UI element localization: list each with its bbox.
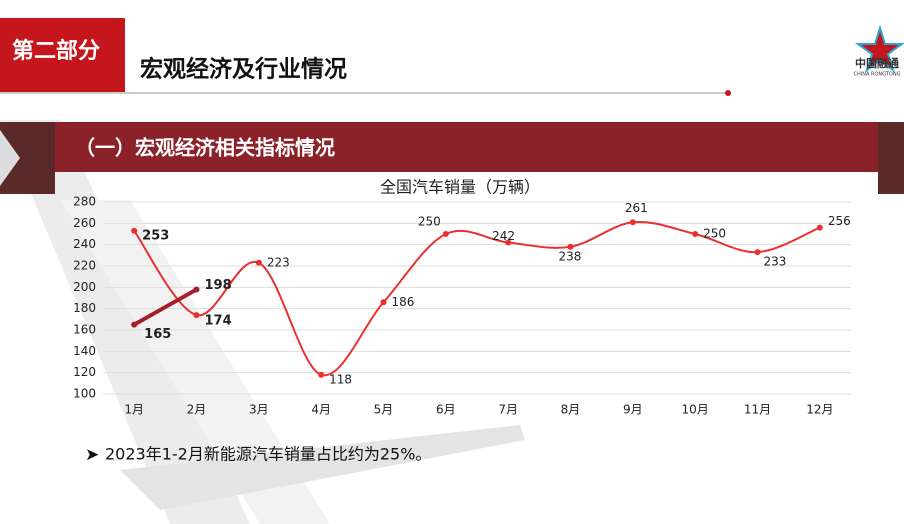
data-label: 256 <box>828 214 851 228</box>
x-tick-label: 9月 <box>623 403 643 417</box>
x-tick-label: 12月 <box>806 403 833 417</box>
y-tick-label: 100 <box>73 387 96 401</box>
logo-subtext: CHINA RONGTONG <box>854 72 901 78</box>
note: 2023年1-2月新能源汽车销量占比约为25%。 <box>105 445 431 464</box>
data-label: 242 <box>492 229 515 243</box>
banner <box>55 122 885 172</box>
series-line <box>133 287 198 327</box>
chart-title: 全国汽车销量（万辆） <box>380 178 540 197</box>
x-tick-label: 8月 <box>561 403 581 417</box>
data-label: 118 <box>329 372 352 386</box>
data-label: 238 <box>559 249 582 263</box>
banner-side <box>878 122 904 194</box>
data-point <box>318 371 325 378</box>
y-tick-label: 260 <box>73 216 96 230</box>
data-label: 165 <box>144 327 171 342</box>
data-label: 253 <box>142 228 169 243</box>
data-point <box>193 286 200 293</box>
x-tick-label: 7月 <box>498 403 518 417</box>
x-tick-label: 10月 <box>682 403 709 417</box>
data-point <box>505 239 512 246</box>
data-point <box>193 312 200 319</box>
data-label: 198 <box>205 278 232 293</box>
data-point <box>816 224 823 231</box>
section-label: 第二部分 <box>12 38 100 64</box>
data-label: 261 <box>625 201 648 215</box>
data-point <box>692 231 699 237</box>
logo-star <box>854 24 904 73</box>
y-tick-label: 180 <box>73 301 96 315</box>
data-label: 233 <box>764 255 787 269</box>
x-tick-label: 3月 <box>249 403 269 417</box>
bg-shape <box>0 120 250 524</box>
data-point <box>754 249 761 256</box>
bullet: ➤ <box>85 445 99 465</box>
slide-title: 宏观经济及行业情况 <box>140 56 347 83</box>
data-label: 223 <box>267 255 290 269</box>
banner-text: （一）宏观经济相关指标情况 <box>75 136 335 160</box>
data-label: 250 <box>703 227 726 241</box>
y-tick-label: 160 <box>73 323 96 337</box>
data-point <box>567 243 574 250</box>
x-tick-label: 5月 <box>374 403 394 417</box>
x-tick-label: 4月 <box>311 403 331 417</box>
data-label: 250 <box>418 215 441 229</box>
banner-arrow <box>0 130 20 186</box>
data-point <box>131 321 138 328</box>
x-tick-label: 11月 <box>744 403 771 417</box>
data-label: 186 <box>392 295 415 309</box>
logo-text: 中国融通 <box>855 56 899 70</box>
x-tick-label: 6月 <box>436 403 456 417</box>
rule-dot <box>725 90 731 96</box>
data-label: 174 <box>205 314 232 329</box>
y-tick-label: 120 <box>73 365 96 379</box>
section-tab <box>0 18 125 92</box>
y-tick-label: 220 <box>73 259 96 273</box>
data-point <box>442 231 449 237</box>
bg-shape <box>120 425 525 510</box>
y-tick-label: 280 <box>73 195 96 209</box>
x-tick-label: 2月 <box>187 403 207 417</box>
y-tick-label: 200 <box>73 280 96 294</box>
data-point <box>629 219 636 226</box>
data-point <box>380 299 387 306</box>
x-tick-label: 1月 <box>124 403 144 417</box>
data-point <box>255 259 262 266</box>
y-tick-label: 240 <box>73 237 96 251</box>
data-point <box>131 227 138 234</box>
bg-shape <box>60 200 330 524</box>
y-tick-label: 140 <box>73 344 96 358</box>
